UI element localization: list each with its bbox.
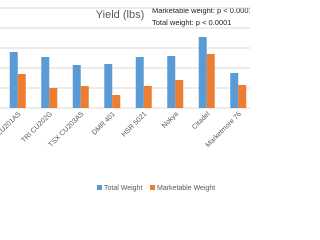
x-tick-label: Citadel [191, 110, 212, 131]
bar [80, 86, 89, 108]
x-tick-label: DMR 401 [91, 111, 117, 137]
legend-swatch [97, 185, 102, 190]
bar [49, 88, 58, 108]
chart-title: Yield (lbs) [96, 9, 145, 21]
legend-label: Marketable Weight [157, 185, 215, 192]
page: {"chart_data": {"type": "bar", "title": … [0, 5, 250, 192]
bar [230, 73, 239, 108]
bar [17, 74, 26, 108]
bar [104, 64, 113, 108]
bar [143, 86, 152, 108]
annotation: Total weight: p < 0.0001 [152, 18, 231, 27]
bar [72, 65, 81, 108]
x-tick-label: TRI CU202G [20, 111, 54, 145]
bar [135, 57, 144, 108]
annotation: Marketable weight: p < 0.0001 [152, 6, 250, 15]
x-tick-label: Nokya [161, 111, 180, 130]
bar [206, 54, 215, 108]
bar [112, 95, 121, 108]
bar [9, 52, 18, 108]
bar [198, 37, 207, 108]
bar [41, 57, 50, 108]
bar [175, 80, 184, 108]
bar [167, 56, 176, 108]
bar [238, 85, 247, 108]
legend-swatch [150, 185, 155, 190]
x-tick-label: HSR 5021 [121, 111, 149, 139]
legend-label: Total Weight [104, 185, 142, 192]
chart: Yield (lbs) Marketable weight: p < 0.000… [0, 6, 250, 192]
x-tick-label: CU201AS [0, 111, 23, 138]
